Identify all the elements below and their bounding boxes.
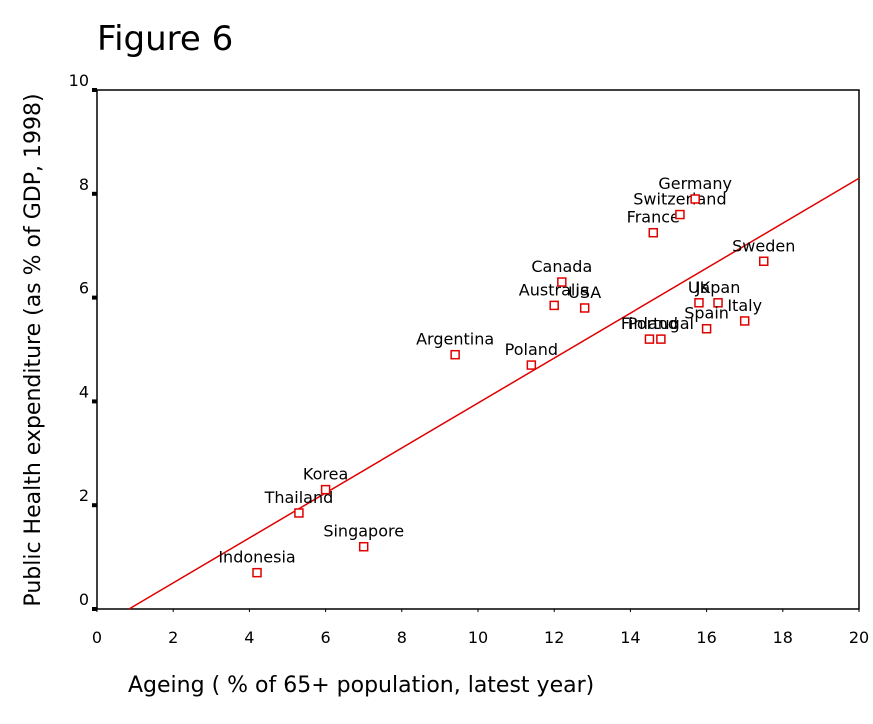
x-tick-label: 4 [244,628,254,647]
point-label: France [627,208,680,227]
point-label: Argentina [416,330,494,349]
point [675,209,685,220]
chart-title: Figure 6 [97,19,233,59]
point [701,323,712,334]
point-label: Thailand [264,488,334,507]
y-tick-label: 6 [79,279,89,298]
point-label: Singapore [323,522,404,541]
point-label: UK [688,278,711,297]
point [713,298,723,308]
point [294,508,304,518]
point-label: Australia [519,280,590,299]
point [358,541,369,552]
point-label: Switzerland [633,190,726,209]
x-tick-label: 18 [773,628,793,647]
point [690,194,700,204]
trend-line [128,177,860,610]
point [549,300,559,311]
y-tick-label: 10 [69,71,89,90]
y-tick-label: 0 [79,590,89,609]
x-tick-label: 0 [92,628,102,647]
point [579,303,590,313]
point-label: Indonesia [218,548,295,567]
point-label: Germany [658,174,732,193]
point [450,349,460,360]
plot-frame [96,89,860,610]
point-label: Japan [695,278,741,297]
x-tick-label: 12 [544,628,564,647]
x-axis-label: Ageing ( % of 65+ population, latest yea… [128,673,594,698]
point [759,256,769,267]
point [656,334,666,344]
y-tick-label: 8 [79,175,89,194]
point [320,484,331,495]
point-label: USA [568,283,601,302]
x-tick-label: 2 [168,628,178,647]
point-label: Korea [303,465,348,484]
point [644,334,655,344]
point-label: Portugal [628,314,694,333]
x-tick-label: 6 [321,628,331,647]
x-tick-label: 16 [696,628,716,647]
x-tick-label: 8 [397,628,407,647]
point [648,227,659,238]
point-label: Finland [621,314,678,333]
point [694,298,704,308]
y-tick-label: 4 [79,382,89,401]
point-label: Sweden [732,236,795,255]
y-tick-label: 2 [79,486,89,505]
point [526,360,537,370]
x-tick-label: 10 [468,628,488,647]
y-axis-label: Public Health expenditure (as % of GDP, … [21,93,46,606]
point-label: Spain [684,304,729,323]
point [557,277,567,287]
x-tick-label: 20 [849,628,869,647]
point-label: Canada [531,257,592,276]
point-label: Poland [505,340,558,359]
point [739,316,750,326]
point [252,567,262,578]
x-tick-label: 14 [620,628,640,647]
point-label: Italy [727,296,762,315]
